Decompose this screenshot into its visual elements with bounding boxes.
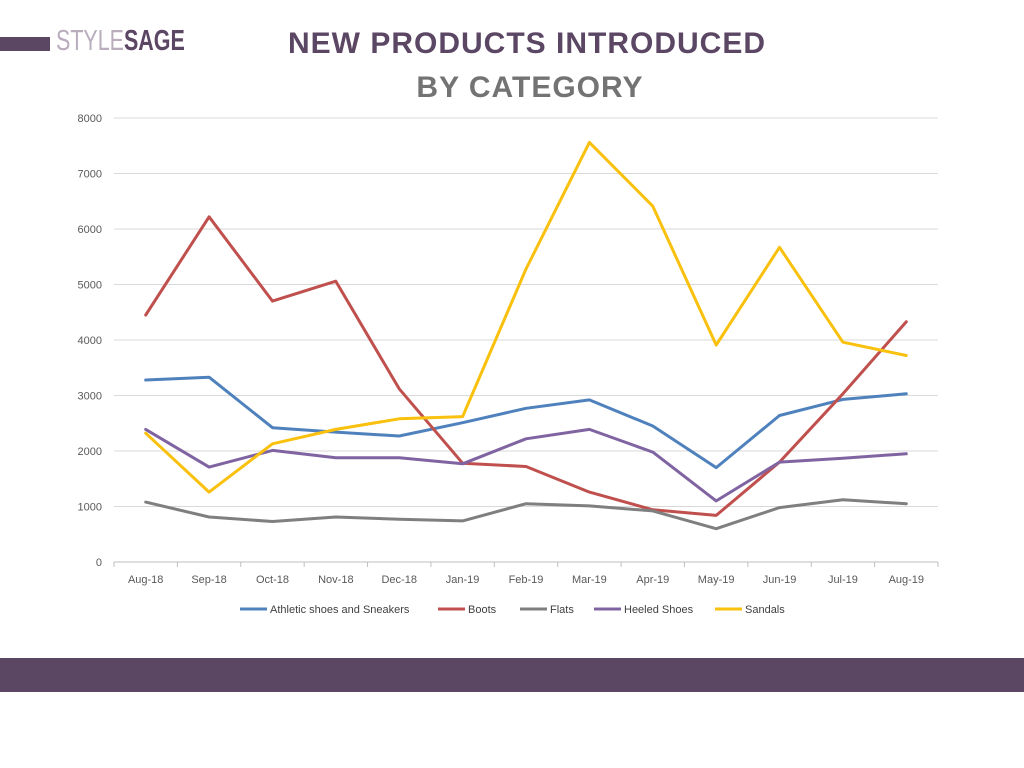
x-tick-label: Nov-18 [318, 574, 353, 586]
y-tick-label: 3000 [78, 391, 102, 403]
y-tick-label: 6000 [78, 224, 102, 236]
chart-title-line2: BY CATEGORY [416, 71, 644, 104]
legend-label: Athletic shoes and Sneakers [270, 604, 410, 616]
chart-title-line1: NEW PRODUCTS INTRODUCED [288, 27, 766, 60]
footer-band [0, 658, 1024, 692]
y-tick-label: 4000 [78, 335, 102, 347]
series-line-athletic-shoes-and-sneakers [144, 375, 908, 470]
x-tick-label: Jul-19 [828, 574, 858, 586]
series-line-flats [144, 498, 908, 531]
x-tick-label: Feb-19 [509, 574, 544, 586]
legend-label: Flats [550, 604, 574, 616]
legend-label: Sandals [745, 604, 785, 616]
y-tick-label: 0 [96, 557, 102, 569]
x-tick-label: Aug-18 [128, 574, 163, 586]
y-tick-label: 1000 [78, 502, 102, 514]
x-tick-label: Jun-19 [763, 574, 797, 586]
legend-label: Heeled Shoes [624, 604, 694, 616]
logo-style-text: STYLE [56, 25, 124, 57]
x-tick-label: Apr-19 [636, 574, 669, 586]
y-tick-label: 7000 [78, 169, 102, 181]
x-tick-label: May-19 [698, 574, 735, 586]
x-tick-label: Aug-19 [889, 574, 924, 586]
series-line-sandals [144, 140, 908, 494]
series-line-boots [144, 215, 908, 517]
brand-accent-bar [0, 37, 50, 51]
series-line-heeled-shoes [144, 427, 908, 503]
x-axis: Aug-18 Sep-18 Oct-18 Nov-18 Dec-18 Jan-19 Feb-… [113, 562, 939, 586]
x-tick-label: Oct-18 [256, 574, 289, 586]
series-lines [144, 140, 908, 531]
x-tick-label: Sep-18 [191, 574, 226, 586]
y-tick-label: 5000 [78, 280, 102, 292]
y-tick-label: 2000 [78, 446, 102, 458]
line-chart: 0 1000 2000 3000 4000 5000 6000 7000 8000 Aug-18… [78, 113, 939, 616]
legend: Athletic shoes and Sneakers Boots Flats Hee… [240, 604, 785, 616]
x-tick-label: Mar-19 [572, 574, 607, 586]
stylesage-logo: STYLE SAGE [56, 25, 185, 61]
y-tick-label: 8000 [78, 113, 102, 125]
gridlines [114, 117, 938, 563]
y-axis-labels: 0 1000 2000 3000 4000 5000 6000 7000 8000 [78, 113, 102, 569]
logo-sage-text: SAGE [123, 25, 185, 57]
legend-label: Boots [468, 604, 497, 616]
x-tick-label: Jan-19 [446, 574, 480, 586]
x-tick-label: Dec-18 [381, 574, 416, 586]
